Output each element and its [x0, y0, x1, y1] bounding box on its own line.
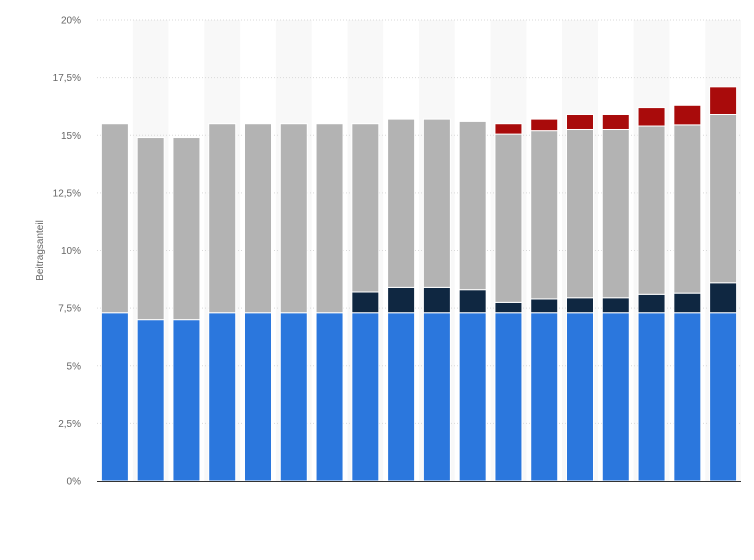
bar-segment-series-1: [351, 312, 380, 482]
bar-segment-series-3: [244, 123, 272, 314]
bar-segment-series-1: [315, 312, 344, 482]
y-tick-label: 10%: [61, 246, 81, 257]
bar-segment-series-2: [387, 286, 416, 314]
bar-segment-series-4: [530, 118, 559, 132]
bar-segment-series-1: [709, 312, 738, 482]
bar-segment-series-2: [601, 297, 630, 314]
y-tick-label: 20%: [61, 16, 81, 27]
y-tick-label: 5%: [67, 361, 82, 372]
bar-segment-series-1: [172, 319, 201, 482]
bar-segment-series-3: [279, 123, 308, 314]
bar-segment-series-2: [351, 291, 380, 314]
bar-segment-series-2: [422, 286, 451, 314]
y-tick-label: 2,5%: [58, 419, 81, 430]
bar-segment-series-1: [244, 312, 272, 482]
bars: [100, 86, 738, 482]
bar-segment-series-3: [709, 114, 738, 284]
bar-segment-series-3: [351, 123, 380, 293]
bar-segment-series-1: [494, 312, 523, 482]
bar-segment-series-3: [458, 120, 487, 291]
bar-segment-series-2: [637, 293, 666, 314]
y-tick-label: 17,5%: [53, 73, 81, 84]
bar-segment-series-3: [136, 137, 165, 321]
bar-segment-series-1: [279, 312, 308, 482]
bar-segment-series-2: [709, 282, 738, 314]
bar-segment-series-3: [208, 123, 237, 314]
bar-segment-series-4: [494, 123, 523, 135]
bar-segment-series-4: [601, 114, 630, 130]
bar-segment-series-2: [530, 298, 559, 314]
y-tick-label: 0%: [67, 477, 82, 488]
bar-segment-series-1: [422, 312, 451, 482]
bar-segment-series-3: [530, 130, 559, 300]
bar-segment-series-3: [315, 123, 344, 314]
bar-segment-series-2: [494, 301, 523, 314]
bar-segment-series-3: [100, 123, 129, 314]
y-tick-label: 7,5%: [58, 304, 81, 315]
bar-segment-series-1: [208, 312, 237, 482]
bar-segment-series-1: [601, 312, 630, 482]
bar-segment-series-1: [387, 312, 416, 482]
bar-segment-series-3: [422, 118, 451, 288]
bar-segment-series-3: [673, 124, 702, 294]
bar-segment-series-2: [566, 297, 594, 314]
bar-segment-series-3: [172, 137, 201, 321]
bar-segment-series-1: [100, 312, 129, 482]
gridlines: [97, 19, 741, 424]
bar-segment-series-1: [673, 312, 702, 482]
bar-segment-series-3: [601, 128, 630, 299]
bar-segment-series-1: [136, 319, 165, 482]
bar-segment-series-4: [566, 114, 594, 130]
y-tick-label: 12,5%: [53, 188, 81, 199]
bar-segment-series-3: [566, 128, 594, 299]
bar-segment-series-3: [387, 118, 416, 288]
bar-segment-series-1: [637, 312, 666, 482]
bar-segment-series-3: [494, 133, 523, 303]
bar-segment-series-3: [637, 125, 666, 295]
y-tick-labels: 0% 2,5% 5% 7,5% 10% 12,5% 15% 17,5% 20%: [53, 16, 81, 488]
bar-segment-series-2: [673, 292, 702, 314]
bar-segment-series-4: [637, 107, 666, 127]
bar-segment-series-2: [458, 289, 487, 314]
bar-segment-series-1: [458, 312, 487, 482]
bar-segment-series-1: [530, 312, 559, 482]
y-tick-label: 15%: [61, 131, 81, 142]
bar-segment-series-4: [673, 104, 702, 126]
bar-segment-series-4: [709, 86, 738, 116]
bar-segment-series-1: [566, 312, 594, 482]
y-axis-title: Beitragsanteil: [35, 220, 46, 281]
